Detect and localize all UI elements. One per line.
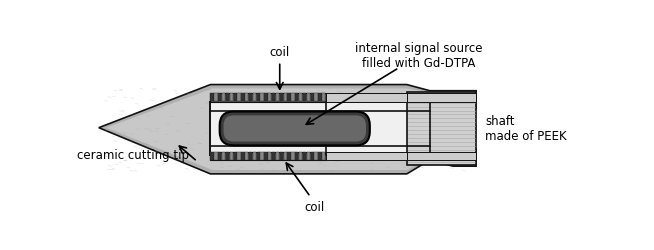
Bar: [288, 152, 291, 160]
Bar: [211, 102, 430, 156]
Bar: [211, 152, 326, 160]
Bar: [237, 94, 241, 102]
Bar: [268, 94, 271, 102]
Bar: [295, 152, 298, 160]
Bar: [299, 94, 302, 102]
Bar: [326, 152, 407, 160]
Bar: [253, 152, 256, 160]
Bar: [249, 152, 252, 160]
Bar: [307, 152, 310, 160]
Bar: [211, 94, 326, 102]
Bar: [276, 94, 279, 102]
Bar: [256, 94, 260, 102]
Bar: [230, 94, 233, 102]
Bar: [303, 94, 306, 102]
Bar: [311, 152, 314, 160]
Bar: [226, 94, 229, 102]
Polygon shape: [107, 89, 475, 170]
Bar: [280, 94, 283, 102]
Bar: [245, 152, 249, 160]
Polygon shape: [99, 85, 476, 174]
Bar: [253, 94, 256, 102]
Bar: [249, 94, 252, 102]
Bar: [272, 94, 275, 102]
Bar: [315, 152, 318, 160]
Bar: [288, 94, 291, 102]
Bar: [211, 94, 214, 102]
Text: coil: coil: [269, 46, 290, 59]
Bar: [295, 94, 298, 102]
Bar: [226, 152, 229, 160]
Bar: [237, 152, 241, 160]
Bar: [268, 152, 271, 160]
Bar: [284, 152, 287, 160]
Bar: [303, 152, 306, 160]
Bar: [291, 94, 294, 102]
Bar: [407, 93, 476, 165]
Text: ceramic cutting tip: ceramic cutting tip: [77, 149, 190, 162]
Bar: [245, 94, 249, 102]
Bar: [318, 152, 322, 160]
Bar: [260, 94, 264, 102]
Bar: [322, 152, 325, 160]
Bar: [218, 94, 222, 102]
Bar: [264, 94, 267, 102]
Bar: [233, 152, 237, 160]
Bar: [315, 94, 318, 102]
Bar: [407, 94, 476, 102]
Bar: [318, 94, 322, 102]
Bar: [218, 152, 222, 160]
Bar: [291, 152, 294, 160]
Bar: [233, 94, 237, 102]
FancyBboxPatch shape: [224, 116, 366, 142]
Bar: [260, 152, 264, 160]
Bar: [284, 94, 287, 102]
Bar: [256, 152, 260, 160]
Bar: [215, 94, 218, 102]
Bar: [311, 94, 314, 102]
Bar: [222, 94, 225, 102]
Text: shaft
made of PEEK: shaft made of PEEK: [485, 114, 567, 142]
Bar: [280, 152, 283, 160]
Bar: [264, 152, 267, 160]
Bar: [322, 94, 325, 102]
Bar: [272, 152, 275, 160]
Text: internal signal source
filled with Gd-DTPA: internal signal source filled with Gd-DT…: [354, 42, 482, 70]
Bar: [326, 94, 407, 102]
Bar: [222, 152, 225, 160]
Bar: [276, 152, 279, 160]
Bar: [215, 152, 218, 160]
Bar: [211, 152, 214, 160]
Bar: [241, 152, 245, 160]
Bar: [407, 152, 476, 160]
Bar: [241, 94, 245, 102]
Bar: [230, 152, 233, 160]
Bar: [307, 94, 310, 102]
Text: coil: coil: [304, 200, 324, 213]
Bar: [299, 152, 302, 160]
FancyBboxPatch shape: [220, 112, 370, 146]
